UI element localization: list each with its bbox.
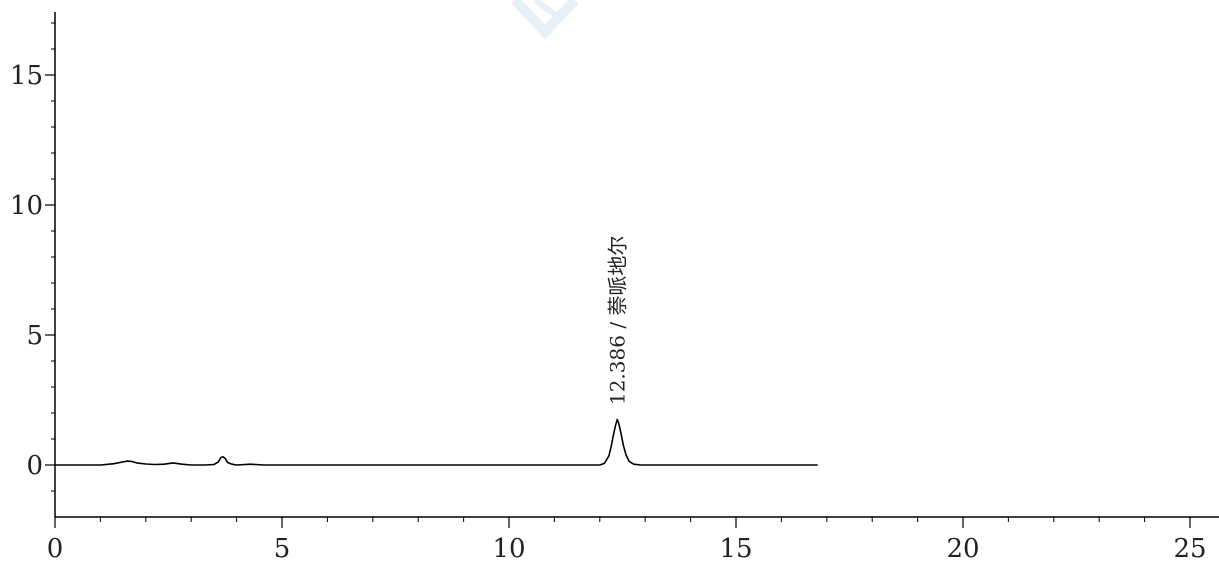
x-tick-label: 5 <box>274 534 291 564</box>
series-layer <box>55 418 818 466</box>
chart-axes: 0 5 10 15 0 5 10 15 20 25 <box>10 12 1219 564</box>
series-line <box>55 418 818 466</box>
x-tick-label: 25 <box>1173 534 1206 564</box>
x-tick-label: 10 <box>492 534 525 564</box>
y-tick-label: 0 <box>26 451 43 481</box>
y-tick-label: 15 <box>10 61 43 91</box>
x-tick-label: 15 <box>719 534 752 564</box>
y-tick-label: 10 <box>10 191 43 221</box>
peak-annotation-label: 12.386 / 萘哌地尔 <box>605 236 629 405</box>
watermark-logo <box>511 0 579 40</box>
annotation-layer: 12.386 / 萘哌地尔 <box>605 236 629 405</box>
y-tick-label: 5 <box>26 321 43 351</box>
x-tick-label: 0 <box>47 534 64 564</box>
x-tick-label: 20 <box>946 534 979 564</box>
